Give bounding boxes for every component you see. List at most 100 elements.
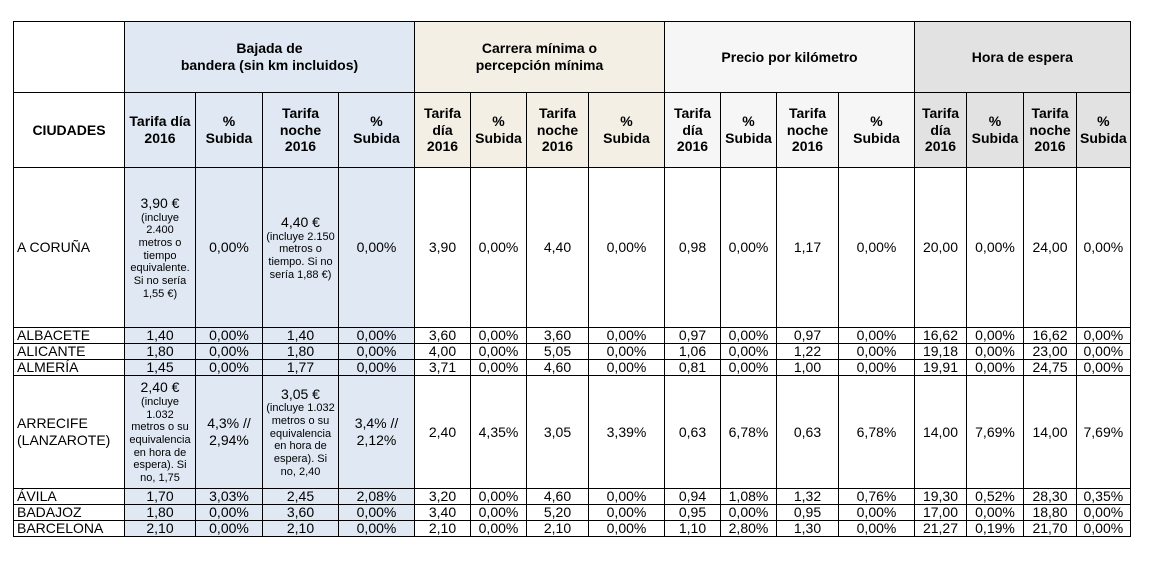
cell-a1: 2,10 bbox=[124, 520, 196, 537]
cell-a3: 2,45 bbox=[262, 488, 339, 505]
cell-d1: 19,91 bbox=[914, 359, 967, 376]
subheader-d3: Tarifa noche 2016 bbox=[1023, 92, 1077, 168]
cell-d4: 0,35% bbox=[1076, 488, 1131, 505]
cell-c2: 0,00% bbox=[720, 343, 777, 360]
cell-b3: 3,60 bbox=[526, 327, 589, 344]
cell-c3: 1,00 bbox=[776, 359, 839, 376]
cell-a2: 3,03% bbox=[195, 488, 263, 505]
cell-c4: 0,00% bbox=[838, 343, 915, 360]
cell-c4: 0,00% bbox=[838, 504, 915, 521]
cell-d1: 21,27 bbox=[914, 520, 967, 537]
cell-d2: 0,00% bbox=[966, 343, 1024, 360]
subheader-b3: Tarifa noche 2016 bbox=[526, 92, 589, 168]
cell-a2: 0,00% bbox=[195, 359, 263, 376]
subheader-a4: % Subida bbox=[338, 92, 415, 168]
cell-c4: 0,00% bbox=[838, 327, 915, 344]
cell-b3: 5,05 bbox=[526, 343, 589, 360]
cell-a4: 0,00% bbox=[338, 343, 415, 360]
cell-c1: 0,94 bbox=[664, 488, 721, 505]
cell-d2: 7,69% bbox=[966, 375, 1024, 489]
cell-b4: 0,00% bbox=[588, 504, 665, 521]
cell-a1: 3,90 € (incluye 2.400 metros o tiempo equ… bbox=[124, 167, 196, 328]
cell-b1: 3,60 bbox=[414, 327, 471, 344]
city-cell: ALICANTE bbox=[13, 343, 125, 360]
subheader-b4: % Subida bbox=[588, 92, 665, 168]
subheader-a1: Tarifa día 2016 bbox=[124, 92, 196, 168]
cell-b2: 0,00% bbox=[470, 504, 527, 521]
cell-c2: 0,00% bbox=[720, 504, 777, 521]
cell-a1: 2,40 € (incluye 1.032 metros o su equival… bbox=[124, 375, 196, 489]
cell-c2: 0,00% bbox=[720, 167, 777, 328]
cell-d4: 0,00% bbox=[1076, 343, 1131, 360]
cell-c2: 2,80% bbox=[720, 520, 777, 537]
subheader-c1: Tarifa día 2016 bbox=[664, 92, 721, 168]
cell-a2: 0,00% bbox=[195, 504, 263, 521]
group-header-bajada: Bajada de bandera (sin km incluidos) bbox=[124, 21, 415, 93]
cell-c1: 0,95 bbox=[664, 504, 721, 521]
cell-b2: 0,00% bbox=[470, 520, 527, 537]
tariff-table-container: Bajada de bandera (sin km incluidos) Carr… bbox=[13, 21, 1131, 537]
table-row: ARRECIFE (LANZAROTE) 2,40 € (incluye 1.032 … bbox=[13, 375, 1131, 489]
cell-d4: 0,00% bbox=[1076, 327, 1131, 344]
cell-a4: 0,00% bbox=[338, 504, 415, 521]
city-cell: BADAJOZ bbox=[13, 504, 125, 521]
cell-b2: 0,00% bbox=[470, 343, 527, 360]
subheader-c3: Tarifa noche 2016 bbox=[776, 92, 839, 168]
cell-b1: 4,00 bbox=[414, 343, 471, 360]
cell-d3: 24,75 bbox=[1023, 359, 1077, 376]
city-cell: BARCELONA bbox=[13, 520, 125, 537]
cell-d2: 0,00% bbox=[966, 504, 1024, 521]
table-row: BARCELONA 2,10 0,00% 2,10 0,00% 2,10 0,00% 2,10… bbox=[13, 520, 1131, 537]
cell-d3: 21,70 bbox=[1023, 520, 1077, 537]
cell-c3: 1,30 bbox=[776, 520, 839, 537]
subheader-c4: % Subida bbox=[838, 92, 915, 168]
table-row: ALMERÍA 1,45 0,00% 1,77 0,00% 3,71 0,00% 4,60 0,… bbox=[13, 359, 1131, 376]
cell-c4: 6,78% bbox=[838, 375, 915, 489]
cell-a4: 0,00% bbox=[338, 359, 415, 376]
cell-c3: 1,32 bbox=[776, 488, 839, 505]
cell-a3: 1,40 bbox=[262, 327, 339, 344]
cell-b4: 0,00% bbox=[588, 343, 665, 360]
cell-d2: 0,52% bbox=[966, 488, 1024, 505]
cell-c2: 6,78% bbox=[720, 375, 777, 489]
group-header-hora-espera: Hora de espera bbox=[914, 21, 1131, 93]
cell-d2: 0,00% bbox=[966, 327, 1024, 344]
city-cell: A CORUÑA bbox=[13, 167, 125, 328]
cell-a4: 3,4% //2,12% bbox=[338, 375, 415, 489]
cell-a4: 0,00% bbox=[338, 167, 415, 328]
cell-b1: 3,20 bbox=[414, 488, 471, 505]
cell-a1: 1,70 bbox=[124, 488, 196, 505]
cell-c3: 0,95 bbox=[776, 504, 839, 521]
cell-b2: 0,00% bbox=[470, 167, 527, 328]
cell-d1: 19,18 bbox=[914, 343, 967, 360]
cell-a3: 2,10 bbox=[262, 520, 339, 537]
cell-b3: 5,20 bbox=[526, 504, 589, 521]
cell-c3: 0,97 bbox=[776, 327, 839, 344]
cell-a2: 0,00% bbox=[195, 167, 263, 328]
subheader-a3: Tarifa noche 2016 bbox=[262, 92, 339, 168]
cell-c1: 0,63 bbox=[664, 375, 721, 489]
group-header-precio-km: Precio por kilómetro bbox=[664, 21, 915, 93]
cell-a2: 4,3% //2,94% bbox=[195, 375, 263, 489]
cell-b3: 3,05 bbox=[526, 375, 589, 489]
cell-d1: 14,00 bbox=[914, 375, 967, 489]
cell-a2: 0,00% bbox=[195, 327, 263, 344]
subheader-b1: Tarifa día 2016 bbox=[414, 92, 471, 168]
cell-d4: 0,00% bbox=[1076, 359, 1131, 376]
cell-d3: 14,00 bbox=[1023, 375, 1077, 489]
table-row: BADAJOZ 1,80 0,00% 3,60 0,00% 3,40 0,00% 5,20 0,… bbox=[13, 504, 1131, 521]
cell-c4: 0,76% bbox=[838, 488, 915, 505]
cell-a3: 4,40 € (incluye 2.150 metros o tiempo. Si… bbox=[262, 167, 339, 328]
cell-c4: 0,00% bbox=[838, 359, 915, 376]
cell-d4: 0,00% bbox=[1076, 520, 1131, 537]
city-cell: ALBACETE bbox=[13, 327, 125, 344]
cell-b4: 0,00% bbox=[588, 359, 665, 376]
cell-b2: 4,35% bbox=[470, 375, 527, 489]
cell-a3: 3,05 € (incluye 1.032 metros o su equival… bbox=[262, 375, 339, 489]
cell-b4: 0,00% bbox=[588, 520, 665, 537]
cell-c3: 1,22 bbox=[776, 343, 839, 360]
group-header-carrera: Carrera mínima o percepción mínima bbox=[414, 21, 665, 93]
cell-d4: 0,00% bbox=[1076, 504, 1131, 521]
cell-c1: 0,81 bbox=[664, 359, 721, 376]
table-row: ALBACETE 1,40 0,00% 1,40 0,00% 3,60 0,00% 3,60 0… bbox=[13, 327, 1131, 344]
